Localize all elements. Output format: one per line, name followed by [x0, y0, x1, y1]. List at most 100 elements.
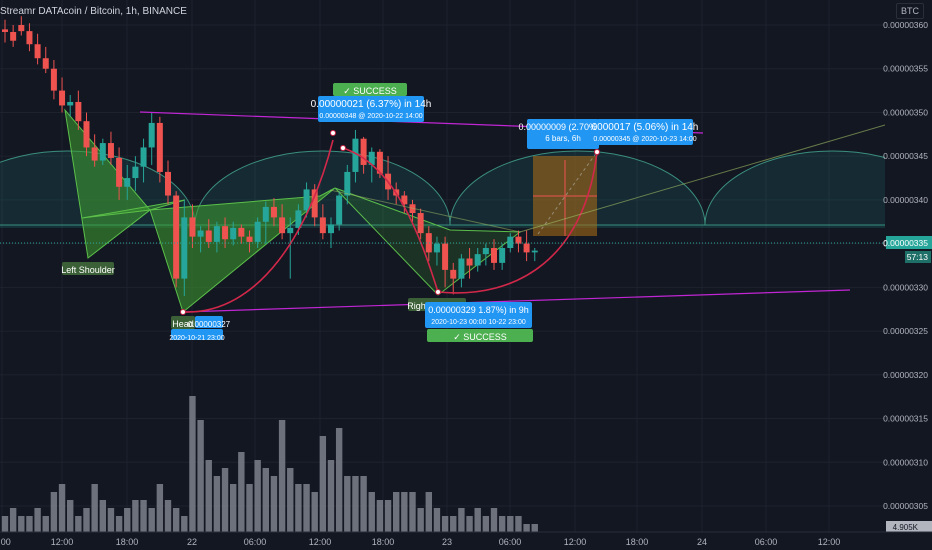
pivot-dot — [594, 149, 600, 155]
success-badge-top: ✓ SUCCESS — [333, 83, 407, 96]
volume-bar — [18, 516, 25, 532]
candle-body — [531, 250, 538, 253]
price-tick-label: 0.00000345 — [883, 151, 928, 161]
time-tick-label: 06:00 — [755, 537, 778, 547]
head-time-callout-text: 2020-10-21 23:00 — [169, 335, 224, 342]
volume-bar — [515, 516, 522, 532]
swing-arc-1 — [182, 139, 334, 313]
pivot-dot — [330, 130, 336, 136]
swing-arc-3 — [437, 151, 598, 294]
volume-bar — [441, 516, 449, 532]
volume-axis-text: 4.905K — [893, 523, 919, 532]
time-tick-label: 12:00 — [51, 537, 74, 547]
candle-body — [140, 147, 147, 167]
candle-body — [173, 195, 180, 279]
volume-bar — [181, 516, 188, 532]
callout-target-text: 0.00000009 (2.70%) 9 — [518, 122, 607, 132]
candle-body — [270, 206, 277, 218]
candle-body — [482, 248, 489, 255]
candle-body — [213, 226, 220, 242]
candle-body — [34, 44, 41, 59]
shoulder-neck — [81, 199, 186, 219]
volume-bar — [270, 476, 278, 532]
candles — [2, 16, 538, 297]
volume-bar — [26, 516, 33, 532]
candle-body — [499, 248, 506, 263]
volume-bar — [148, 508, 155, 532]
symbol-title: Streamr DATAcoin / Bitcoin, 1h, BINANCE — [0, 6, 187, 17]
head-price-callout-bg — [195, 316, 223, 328]
volume-bar — [523, 524, 530, 532]
price-tick-label: 0.00000325 — [883, 326, 928, 336]
volume-bar — [124, 508, 131, 532]
price-tick-label: 0.00000305 — [883, 501, 928, 511]
volume-bar — [458, 508, 465, 532]
label-left-shoulder: Left Shoulder — [61, 262, 115, 275]
volume-bar — [164, 500, 172, 532]
candle-body — [10, 31, 17, 41]
volume-bar — [99, 500, 106, 532]
candle-body — [246, 236, 253, 242]
time-tick-label: 18:00 — [372, 537, 395, 547]
candle-body — [2, 29, 8, 32]
cycle-arc — [704, 150, 932, 226]
volume-bar — [197, 420, 204, 532]
volume-bar — [327, 460, 335, 532]
projection-dashed — [537, 151, 598, 235]
volume-bars — [1, 396, 538, 532]
head-time-callout: 2020-10-21 23:00 — [169, 329, 225, 342]
callout-swing-up-bg — [318, 96, 424, 122]
candle-body — [42, 58, 49, 69]
price-tick-label: 0.00000330 — [883, 282, 928, 292]
candle-body — [450, 269, 457, 279]
volume-bar — [205, 460, 212, 532]
last-price-badge — [886, 236, 932, 249]
volume-bar — [393, 492, 400, 532]
pivot-dot — [180, 309, 186, 315]
candle-body — [474, 254, 481, 266]
time-tick-label: 18:00 — [626, 537, 649, 547]
callout-swing-up-text: 0.00000348 @ 2020-10-22 14:00 — [319, 113, 422, 120]
candle-body — [344, 171, 351, 196]
price-axis[interactable]: 0.00000360 0.00000355 0.00000350 0.00000345… — [883, 0, 932, 550]
volume-bar — [58, 484, 66, 532]
head-price-callout: 0.00000327 — [188, 316, 231, 329]
volume-bar — [156, 484, 164, 532]
volume-bar — [172, 508, 180, 532]
pivot-dot — [435, 289, 441, 295]
volume-axis-badge — [886, 521, 932, 532]
candle-body — [132, 166, 139, 179]
lower-trendline — [182, 289, 851, 313]
pivot-dot — [340, 145, 346, 151]
candle-body — [67, 101, 74, 106]
callout-swing-final-text: 0000017 (5.06%) in 14h — [592, 122, 699, 133]
success-badge-top-text: ✓ SUCCESS — [343, 86, 397, 96]
callout-swing-down-text: 2020-10-23 00:00 10-22 23:00 — [431, 319, 526, 326]
candle-body — [26, 31, 33, 45]
time-axis[interactable]: 6:00 12:00 18:00 22 06:00 12:00 18:00 23 06:00 12… — [0, 531, 932, 550]
volume-bar — [352, 476, 359, 532]
success-badge-bottom: ✓ SUCCESS — [427, 329, 533, 342]
callout-swing-down: 0.00000329 1.87%) in 9h 2020-10-23 00:00 … — [425, 302, 532, 328]
volume-bar — [262, 468, 269, 532]
volume-bar — [50, 492, 58, 532]
candle-body — [197, 230, 204, 237]
volume-bar — [335, 428, 343, 532]
volume-bar — [1, 516, 9, 532]
volume-bar — [254, 460, 261, 532]
candle-body — [328, 224, 334, 234]
candle-body — [230, 227, 237, 240]
candle-body — [181, 217, 188, 279]
time-tick-label: 12:00 — [818, 537, 841, 547]
success-badge-bottom-text: ✓ SUCCESS — [453, 332, 507, 342]
candle-body — [59, 90, 66, 106]
candle-body — [91, 147, 98, 161]
volume-bar — [83, 508, 90, 532]
candle-body — [156, 122, 163, 172]
currency-badge[interactable]: BTC — [896, 3, 924, 19]
label-left-shoulder-text: Left Shoulder — [61, 265, 115, 275]
volume-bar — [368, 492, 375, 532]
time-tick-label: 12:00 — [309, 537, 332, 547]
volume-bar — [319, 436, 327, 532]
